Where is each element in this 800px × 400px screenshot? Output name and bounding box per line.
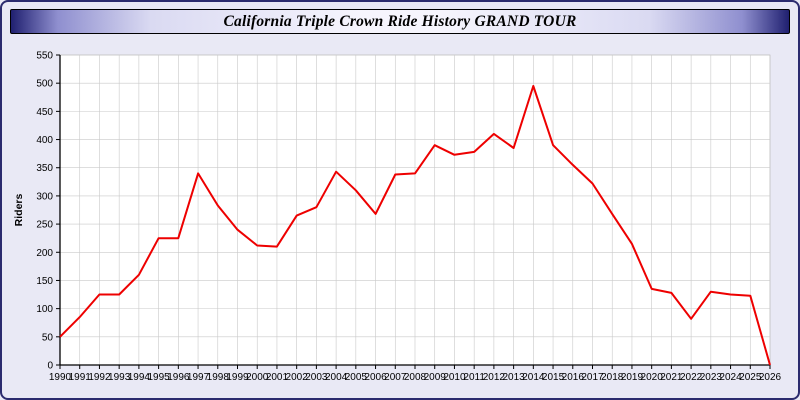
- y-tick-label: 350: [36, 163, 53, 174]
- x-tick-label: 2011: [463, 372, 485, 383]
- y-tick-label: 200: [36, 248, 53, 259]
- y-axis-title: Riders: [13, 194, 25, 227]
- x-tick-label: 1995: [147, 372, 170, 383]
- x-tick-label: 2025: [739, 372, 762, 383]
- y-tick-label: 50: [42, 332, 54, 343]
- y-tick-label: 0: [47, 361, 53, 372]
- x-tick-label: 2018: [601, 372, 624, 383]
- x-tick-label: 1994: [128, 372, 151, 383]
- x-tick-label: 2005: [345, 372, 368, 383]
- chart-title-bar: California Triple Crown Ride History GRA…: [10, 9, 790, 34]
- y-tick-label: 400: [36, 135, 53, 146]
- x-tick-label: 2014: [522, 372, 545, 383]
- x-tick-label: 1999: [226, 372, 249, 383]
- y-tick-label: 250: [36, 220, 53, 231]
- x-tick-label: 2022: [680, 372, 703, 383]
- x-tick-label: 2009: [424, 372, 447, 383]
- x-tick-label: 2001: [266, 372, 289, 383]
- riders-series-line: [59, 85, 771, 366]
- x-tick-label: 1996: [167, 372, 190, 383]
- x-tick-label: 2023: [700, 372, 723, 383]
- x-tick-label: 1991: [69, 372, 92, 383]
- y-tick-label: 100: [36, 304, 53, 315]
- y-tick-label: 450: [36, 107, 53, 118]
- x-tick-label: 2016: [562, 372, 585, 383]
- chart-window: California Triple Crown Ride History GRA…: [2, 9, 798, 393]
- x-tick-label: 2007: [384, 372, 407, 383]
- x-tick-label: 2002: [286, 372, 309, 383]
- x-tick-label: 2020: [641, 372, 664, 383]
- x-tick-label: 2015: [542, 372, 565, 383]
- x-tick-label: 2003: [305, 372, 328, 383]
- x-tick-label: 2026: [759, 372, 782, 383]
- x-tick-label: 2019: [621, 372, 644, 383]
- y-tick-label: 300: [36, 191, 53, 202]
- x-tick-label: 1993: [108, 372, 131, 383]
- x-tick-label: 1990: [49, 372, 72, 383]
- x-tick-label: 2000: [246, 372, 269, 383]
- x-tick-label: 2012: [483, 372, 506, 383]
- line-chart: 0501001502002503003504004505005501990199…: [13, 51, 782, 384]
- x-tick-label: 1992: [88, 372, 111, 383]
- y-tick-label: 550: [36, 51, 53, 62]
- x-tick-label: 2008: [404, 372, 427, 383]
- x-tick-label: 2010: [443, 372, 466, 383]
- x-tick-label: 2006: [364, 372, 387, 383]
- chart-area: 0 50 100 150 200 250 300 350 400 450 500 550 1990 199…: [10, 43, 790, 393]
- x-tick-label: 2024: [719, 372, 742, 383]
- x-tick-label: 2021: [660, 372, 683, 383]
- x-tick-label: 2013: [502, 372, 525, 383]
- chart-title: California Triple Crown Ride History GRA…: [223, 12, 577, 30]
- y-tick-label: 500: [36, 79, 53, 90]
- y-tick-label: 150: [36, 276, 53, 287]
- x-tick-label: 2004: [325, 372, 348, 383]
- x-tick-label: 1998: [207, 372, 230, 383]
- x-tick-label: 2017: [581, 372, 604, 383]
- x-tick-label: 1997: [187, 372, 210, 383]
